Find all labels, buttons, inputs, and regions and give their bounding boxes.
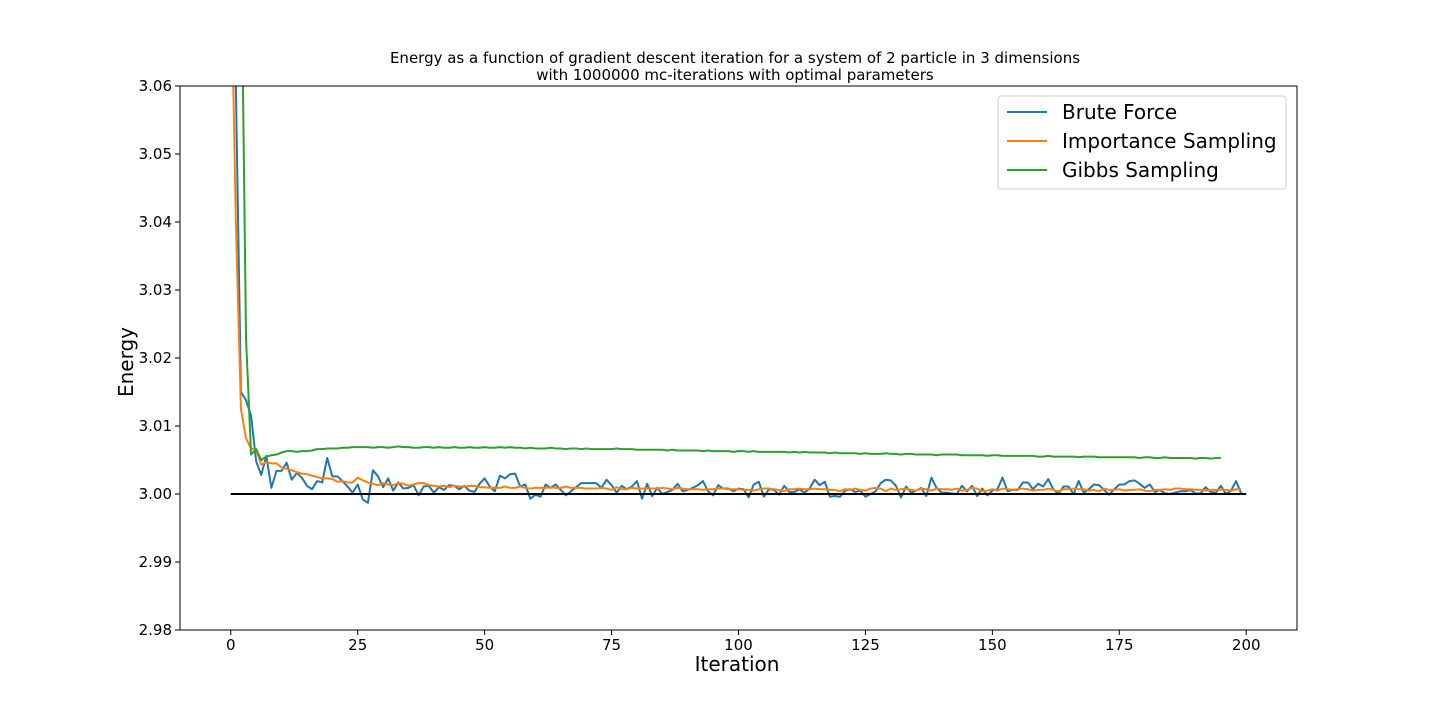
y-tick-label: 3.04 — [139, 213, 172, 231]
legend-label-importance-sampling: Importance Sampling — [1062, 129, 1277, 153]
chart-title: Energy as a function of gradient descent… — [390, 49, 1080, 67]
y-axis: 2.98 2.99 3.00 3.01 3.02 3.03 3.04 3.05 3.06 — [139, 77, 180, 639]
x-tick-label: 175 — [1105, 636, 1134, 654]
y-tick-label: 3.00 — [139, 485, 172, 503]
x-tick-label: 125 — [851, 636, 880, 654]
x-tick-label: 200 — [1232, 636, 1261, 654]
y-tick-label: 3.02 — [139, 349, 172, 367]
legend-label-gibbs-sampling: Gibbs Sampling — [1062, 158, 1219, 182]
x-tick-label: 25 — [348, 636, 367, 654]
legend-label-brute-force: Brute Force — [1062, 100, 1177, 124]
chart-subtitle: with 1000000 mc-iterations with optimal … — [536, 66, 934, 84]
y-tick-label: 3.05 — [139, 145, 172, 163]
y-tick-label: 2.98 — [139, 621, 172, 639]
x-tick-label: 150 — [978, 636, 1007, 654]
x-tick-label: 0 — [226, 636, 236, 654]
x-tick-label: 100 — [724, 636, 753, 654]
y-tick-label: 3.01 — [139, 417, 172, 435]
series-layer — [230, 86, 1247, 504]
y-tick-label: 2.99 — [139, 553, 172, 571]
x-tick-label: 50 — [475, 636, 494, 654]
legend: Brute Force Importance Sampling Gibbs Sa… — [997, 95, 1287, 190]
y-axis-label: Energy — [114, 327, 138, 397]
x-tick-label: 75 — [602, 636, 621, 654]
legend-box — [997, 95, 1287, 190]
x-axis: 0 25 50 75 100 125 150 175 200 — [226, 630, 1261, 654]
y-tick-label: 3.06 — [139, 77, 172, 95]
y-tick-label: 3.03 — [139, 281, 172, 299]
x-axis-label: Iteration — [695, 652, 780, 676]
series-line-gibbs-sampling — [241, 86, 1221, 461]
series-line-importance-sampling — [232, 86, 1242, 493]
